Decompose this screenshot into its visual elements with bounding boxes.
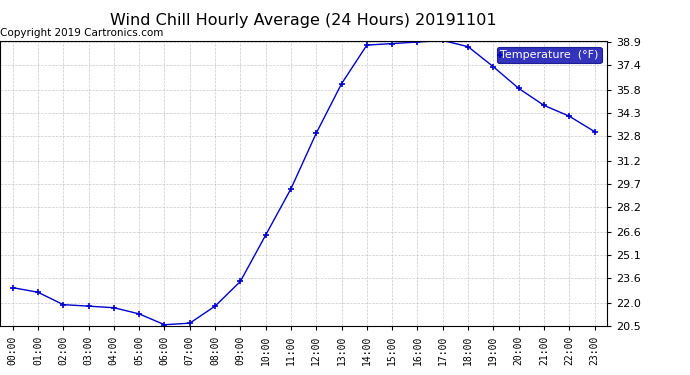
Legend: Temperature  (°F): Temperature (°F) — [497, 47, 602, 63]
Temperature  (°F) — [591, 129, 599, 134]
Temperature  (°F) — [312, 131, 320, 135]
Temperature  (°F) — [211, 304, 219, 308]
Temperature  (°F) — [363, 43, 371, 47]
Temperature  (°F) — [337, 81, 346, 86]
Text: Wind Chill Hourly Average (24 Hours) 20191101: Wind Chill Hourly Average (24 Hours) 201… — [110, 13, 497, 28]
Temperature  (°F) — [59, 302, 68, 307]
Temperature  (°F) — [160, 322, 168, 327]
Temperature  (°F) — [186, 321, 194, 326]
Temperature  (°F) — [540, 103, 548, 108]
Temperature  (°F) — [110, 306, 118, 310]
Text: Copyright 2019 Cartronics.com: Copyright 2019 Cartronics.com — [0, 28, 164, 38]
Temperature  (°F) — [565, 114, 573, 118]
Temperature  (°F) — [464, 44, 472, 49]
Temperature  (°F) — [34, 290, 42, 294]
Temperature  (°F) — [8, 285, 17, 290]
Temperature  (°F) — [236, 279, 244, 284]
Temperature  (°F) — [84, 304, 92, 308]
Temperature  (°F) — [413, 40, 422, 44]
Temperature  (°F) — [439, 38, 447, 43]
Temperature  (°F) — [515, 86, 523, 91]
Temperature  (°F) — [388, 41, 396, 46]
Temperature  (°F) — [489, 64, 497, 69]
Line: Temperature  (°F): Temperature (°F) — [9, 37, 598, 328]
Temperature  (°F) — [262, 233, 270, 237]
Temperature  (°F) — [287, 186, 295, 191]
Temperature  (°F) — [135, 312, 144, 316]
